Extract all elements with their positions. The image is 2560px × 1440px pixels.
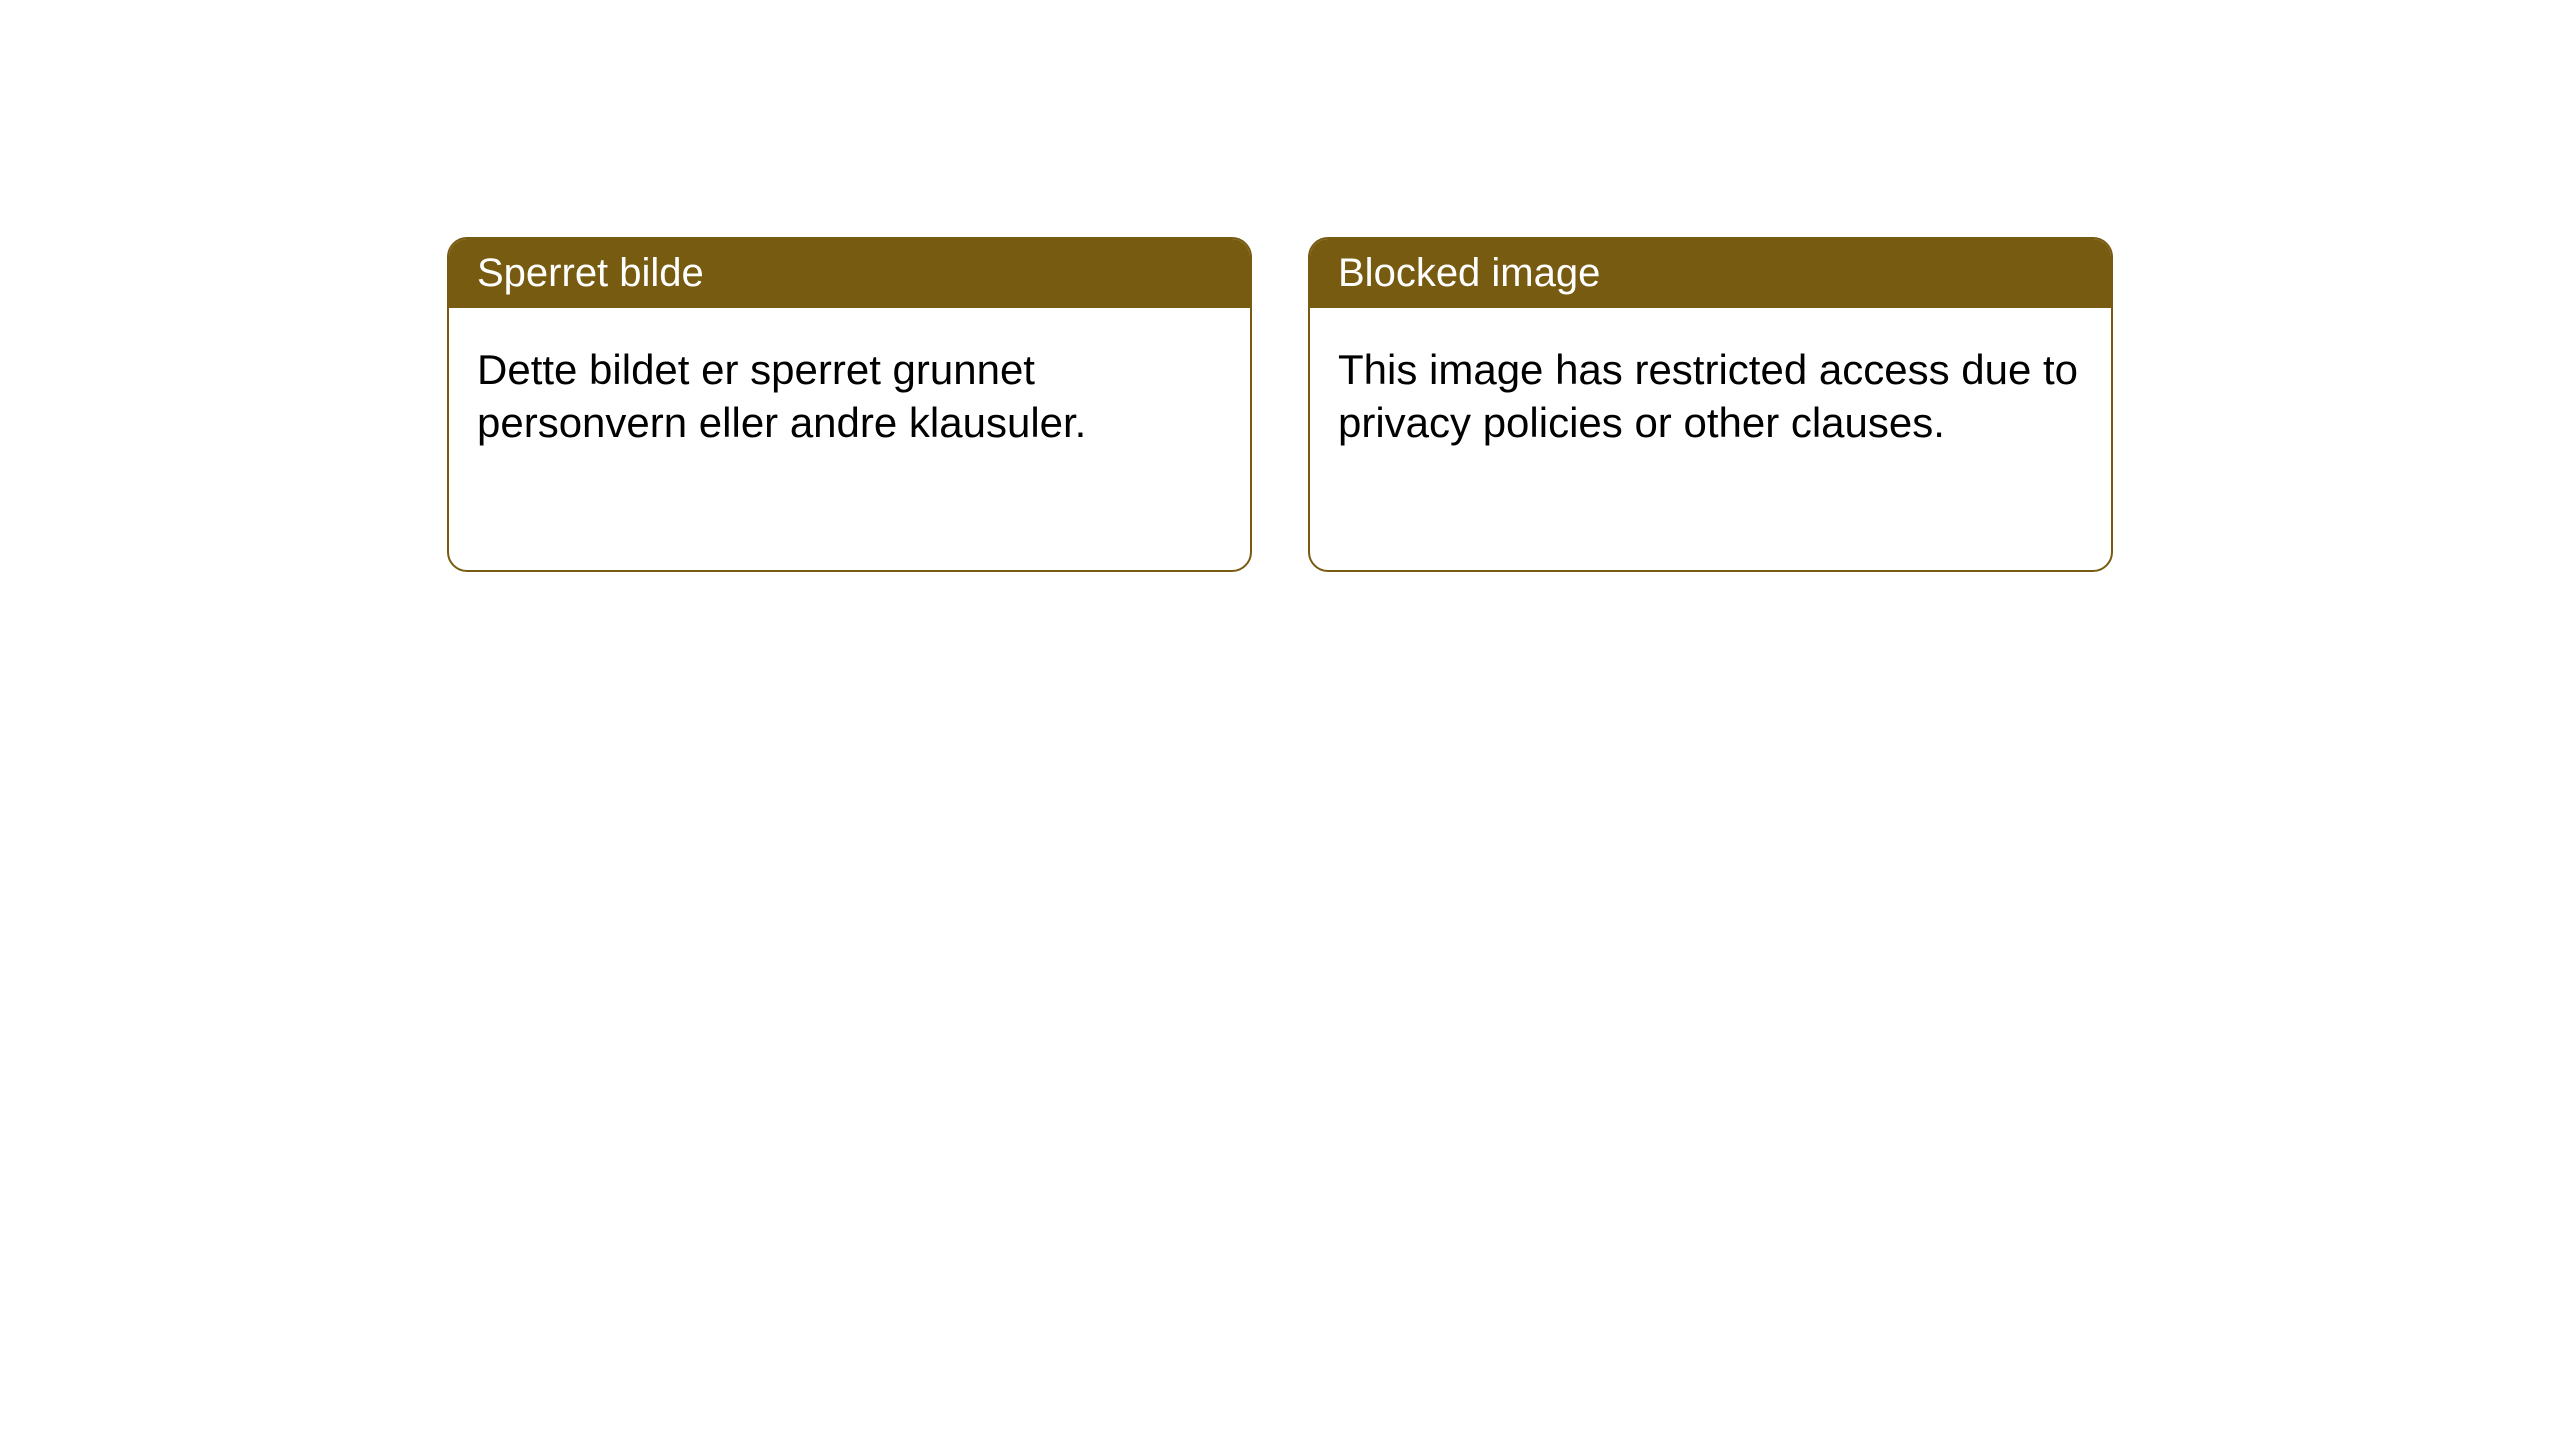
- card-body: This image has restricted access due to …: [1310, 308, 2111, 485]
- notice-card-english: Blocked image This image has restricted …: [1308, 237, 2113, 572]
- card-header: Sperret bilde: [449, 239, 1250, 308]
- notice-card-norwegian: Sperret bilde Dette bildet er sperret gr…: [447, 237, 1252, 572]
- card-header: Blocked image: [1310, 239, 2111, 308]
- card-body-text: This image has restricted access due to …: [1338, 346, 2078, 446]
- card-title: Blocked image: [1338, 251, 1600, 295]
- card-body: Dette bildet er sperret grunnet personve…: [449, 308, 1250, 485]
- notice-cards-container: Sperret bilde Dette bildet er sperret gr…: [447, 237, 2113, 572]
- card-title: Sperret bilde: [477, 251, 704, 295]
- card-body-text: Dette bildet er sperret grunnet personve…: [477, 346, 1086, 446]
